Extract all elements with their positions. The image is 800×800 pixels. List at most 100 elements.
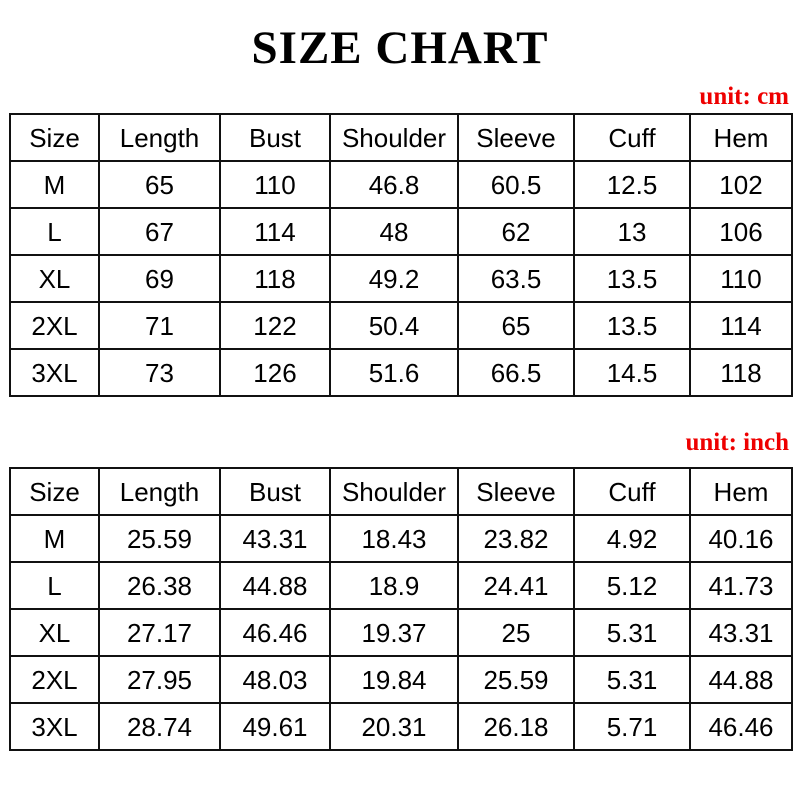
cell-length: 67 (98, 207, 221, 256)
column-header-bust: Bust (219, 467, 331, 516)
cell-cuff: 13.5 (573, 254, 691, 303)
cell-size: L (9, 561, 100, 610)
table-row: XL 69 118 49.2 63.5 13.5 110 (9, 254, 793, 303)
cell-sleeve: 62 (457, 207, 575, 256)
column-header-bust: Bust (219, 113, 331, 162)
cell-cuff: 5.71 (573, 702, 691, 751)
column-header-cuff: Cuff (573, 113, 691, 162)
cell-hem: 44.88 (689, 655, 793, 704)
table-body-cm: M 65 110 46.8 60.5 12.5 102 L 67 114 48 … (9, 160, 793, 397)
cell-shoulder: 46.8 (329, 160, 459, 209)
column-header-size: Size (9, 113, 100, 162)
cell-shoulder: 50.4 (329, 301, 459, 350)
table-row: L 26.38 44.88 18.9 24.41 5.12 41.73 (9, 561, 793, 610)
cell-bust: 118 (219, 254, 331, 303)
column-header-sleeve: Sleeve (457, 467, 575, 516)
cell-length: 27.17 (98, 608, 221, 657)
table-row: 2XL 27.95 48.03 19.84 25.59 5.31 44.88 (9, 655, 793, 704)
cell-length: 65 (98, 160, 221, 209)
column-header-length: Length (98, 467, 221, 516)
cell-size: M (9, 514, 100, 563)
cell-hem: 46.46 (689, 702, 793, 751)
cell-sleeve: 25 (457, 608, 575, 657)
page-title: SIZE CHART (251, 22, 549, 74)
cell-size: XL (9, 608, 100, 657)
cell-sleeve: 60.5 (457, 160, 575, 209)
cell-length: 73 (98, 348, 221, 397)
cell-hem: 114 (689, 301, 793, 350)
cell-hem: 40.16 (689, 514, 793, 563)
table-row: M 25.59 43.31 18.43 23.82 4.92 40.16 (9, 514, 793, 563)
cell-shoulder: 19.37 (329, 608, 459, 657)
cell-bust: 44.88 (219, 561, 331, 610)
cell-sleeve: 23.82 (457, 514, 575, 563)
cell-bust: 46.46 (219, 608, 331, 657)
cell-shoulder: 20.31 (329, 702, 459, 751)
cell-cuff: 12.5 (573, 160, 691, 209)
cell-shoulder: 18.43 (329, 514, 459, 563)
cell-sleeve: 26.18 (457, 702, 575, 751)
cell-cuff: 13 (573, 207, 691, 256)
cell-length: 27.95 (98, 655, 221, 704)
cell-size: XL (9, 254, 100, 303)
column-header-size: Size (9, 467, 100, 516)
cell-bust: 43.31 (219, 514, 331, 563)
cell-bust: 114 (219, 207, 331, 256)
column-header-shoulder: Shoulder (329, 113, 459, 162)
cell-length: 25.59 (98, 514, 221, 563)
cell-size: 3XL (9, 702, 100, 751)
cell-sleeve: 66.5 (457, 348, 575, 397)
cell-sleeve: 65 (457, 301, 575, 350)
table-header-row: Size Length Bust Shoulder Sleeve Cuff He… (9, 113, 793, 162)
cell-shoulder: 18.9 (329, 561, 459, 610)
cell-length: 69 (98, 254, 221, 303)
column-header-length: Length (98, 113, 221, 162)
cell-hem: 41.73 (689, 561, 793, 610)
cell-cuff: 13.5 (573, 301, 691, 350)
cell-cuff: 5.31 (573, 655, 691, 704)
table-body-inch: M 25.59 43.31 18.43 23.82 4.92 40.16 L 2… (9, 514, 793, 751)
cell-hem: 118 (689, 348, 793, 397)
table-row: 2XL 71 122 50.4 65 13.5 114 (9, 301, 793, 350)
cell-length: 26.38 (98, 561, 221, 610)
cell-bust: 110 (219, 160, 331, 209)
column-header-sleeve: Sleeve (457, 113, 575, 162)
table-row: 3XL 73 126 51.6 66.5 14.5 118 (9, 348, 793, 397)
cell-hem: 102 (689, 160, 793, 209)
cell-hem: 106 (689, 207, 793, 256)
cell-cuff: 5.31 (573, 608, 691, 657)
table-header-cm: Size Length Bust Shoulder Sleeve Cuff He… (9, 113, 793, 162)
cell-sleeve: 25.59 (457, 655, 575, 704)
cell-hem: 43.31 (689, 608, 793, 657)
cell-length: 71 (98, 301, 221, 350)
table-row: L 67 114 48 62 13 106 (9, 207, 793, 256)
cell-hem: 110 (689, 254, 793, 303)
table-row: M 65 110 46.8 60.5 12.5 102 (9, 160, 793, 209)
cell-cuff: 4.92 (573, 514, 691, 563)
table-header-row: Size Length Bust Shoulder Sleeve Cuff He… (9, 467, 793, 516)
cell-shoulder: 51.6 (329, 348, 459, 397)
cell-cuff: 14.5 (573, 348, 691, 397)
size-table-inch: Size Length Bust Shoulder Sleeve Cuff He… (9, 467, 793, 751)
cell-size: 2XL (9, 301, 100, 350)
cell-bust: 122 (219, 301, 331, 350)
unit-label-inch: unit: inch (685, 429, 789, 456)
cell-shoulder: 49.2 (329, 254, 459, 303)
size-table-cm: Size Length Bust Shoulder Sleeve Cuff He… (9, 113, 793, 397)
cell-cuff: 5.12 (573, 561, 691, 610)
cell-shoulder: 19.84 (329, 655, 459, 704)
cell-shoulder: 48 (329, 207, 459, 256)
cell-bust: 48.03 (219, 655, 331, 704)
cell-sleeve: 24.41 (457, 561, 575, 610)
column-header-cuff: Cuff (573, 467, 691, 516)
cell-size: 3XL (9, 348, 100, 397)
column-header-hem: Hem (689, 467, 793, 516)
unit-label-cm: unit: cm (699, 83, 789, 110)
cell-bust: 49.61 (219, 702, 331, 751)
table-row: XL 27.17 46.46 19.37 25 5.31 43.31 (9, 608, 793, 657)
column-header-shoulder: Shoulder (329, 467, 459, 516)
cell-length: 28.74 (98, 702, 221, 751)
table-row: 3XL 28.74 49.61 20.31 26.18 5.71 46.46 (9, 702, 793, 751)
cell-size: L (9, 207, 100, 256)
